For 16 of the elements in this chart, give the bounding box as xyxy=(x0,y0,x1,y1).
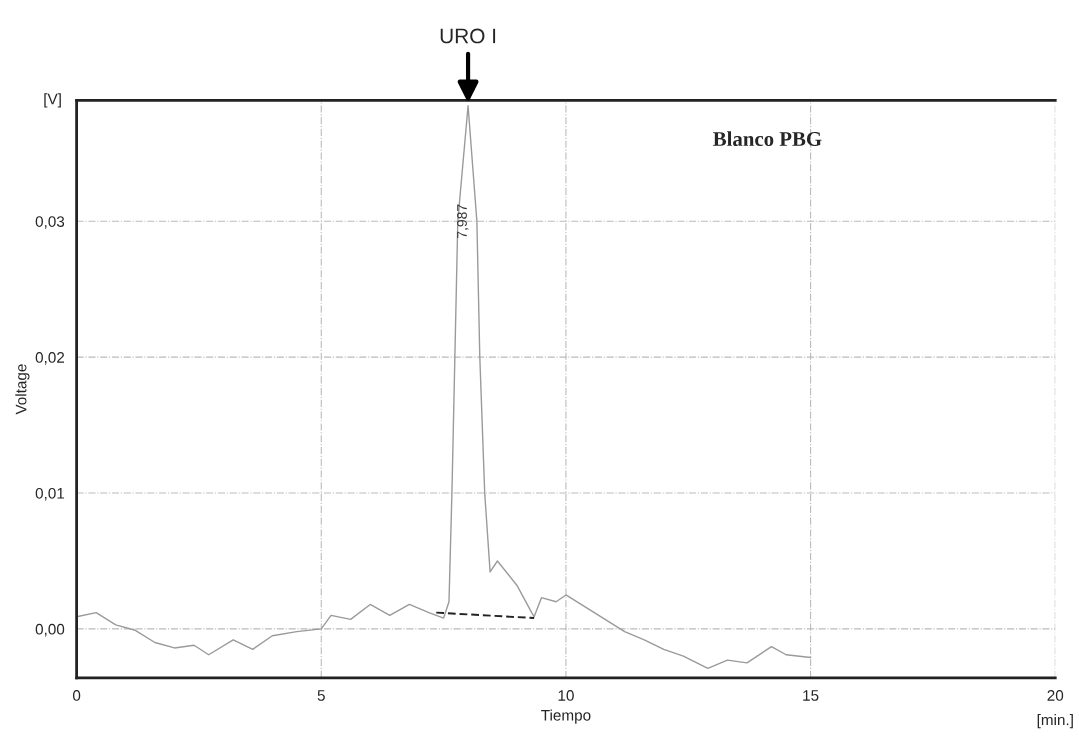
y-tick-label: 0,01 xyxy=(35,487,65,501)
y-axis-title: Voltage xyxy=(15,364,30,415)
annotation: URO I xyxy=(440,28,496,44)
y-tick-label: 0,00 xyxy=(35,623,65,637)
x-tick-label: 0 xyxy=(72,690,81,701)
y-tick-label: 0,03 xyxy=(35,216,65,229)
x-tick-label: 15 xyxy=(803,690,819,701)
x-tick-label: 5 xyxy=(317,690,325,701)
annotation: Blanco PBG xyxy=(713,131,822,146)
x-tick-label: 20 xyxy=(1047,690,1064,701)
text: [V] xyxy=(44,93,61,108)
x-tick-label: 10 xyxy=(558,690,574,701)
x-axis-title: Tiempo xyxy=(541,709,591,724)
annotation: 7,987 xyxy=(457,204,469,238)
text: [min.] xyxy=(1037,714,1073,729)
y-tick-label: 0,02 xyxy=(35,352,65,365)
